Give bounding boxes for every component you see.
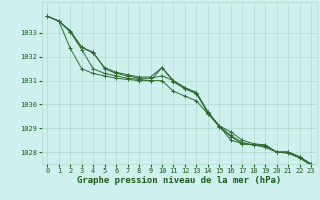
X-axis label: Graphe pression niveau de la mer (hPa): Graphe pression niveau de la mer (hPa) [77, 176, 281, 185]
